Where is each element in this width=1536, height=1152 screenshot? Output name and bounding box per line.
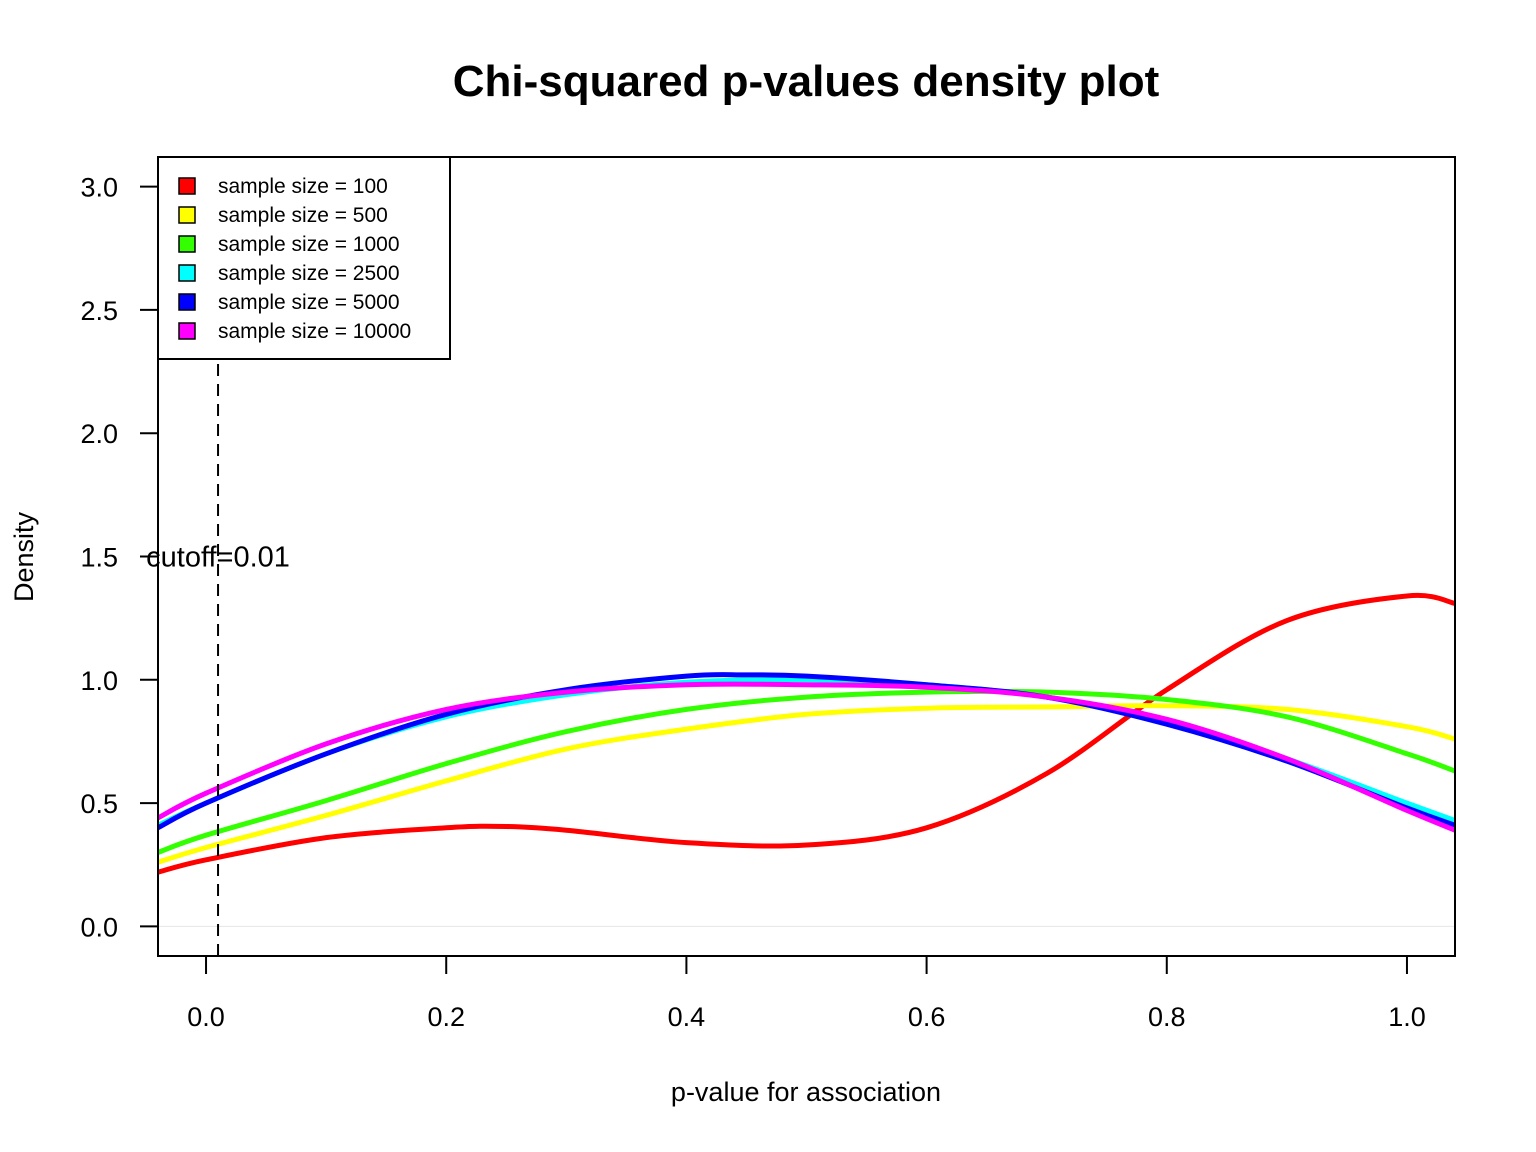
legend-label: sample size = 100 (218, 175, 388, 198)
x-tick-label: 0.4 (668, 1002, 706, 1032)
x-tick-label: 0.0 (187, 1002, 225, 1032)
series-line-2 (157, 703, 1456, 865)
x-tick-label: 0.8 (1148, 1002, 1186, 1032)
legend-swatch (178, 177, 196, 195)
series-layer (156, 592, 1456, 875)
y-tick-label: 2.0 (80, 419, 118, 449)
legend-swatch (178, 322, 196, 340)
legend-box (157, 156, 451, 360)
chart-title: Chi-squared p-values density plot (453, 57, 1160, 106)
x-tick-label: 0.2 (427, 1002, 465, 1032)
legend-swatch (178, 293, 196, 311)
y-axis-label: Density (9, 511, 39, 602)
y-tick-label: 3.0 (80, 173, 118, 203)
legend-label: sample size = 10000 (218, 320, 411, 343)
x-axis-label: p-value for association (671, 1077, 941, 1107)
x-tick-label: 1.0 (1388, 1002, 1426, 1032)
y-tick-label: 1.0 (80, 666, 118, 696)
y-tick-label: 0.5 (80, 789, 118, 819)
series-line-1 (157, 592, 1456, 875)
series-line-5 (156, 672, 1456, 831)
series-line-6 (156, 681, 1456, 833)
legend-label: sample size = 5000 (218, 291, 400, 314)
y-tick-label: 0.0 (80, 912, 118, 942)
y-axis: 0.0 0.5 1.0 1.5 2.0 2.5 3.0 (80, 173, 159, 942)
cutoff-label: cutoff=0.01 (146, 542, 290, 574)
legend: sample size = 100 sample size = 500 sample… (157, 156, 451, 360)
legend-label: sample size = 1000 (218, 233, 400, 256)
series-line-3 (157, 688, 1456, 855)
legend-swatch (178, 235, 196, 253)
x-tick-label: 0.6 (908, 1002, 946, 1032)
legend-swatch (178, 206, 196, 224)
legend-swatch (178, 264, 196, 282)
legend-label: sample size = 2500 (218, 262, 400, 285)
plot-frame (157, 156, 1456, 957)
y-tick-label: 1.5 (80, 543, 118, 573)
legend-label: sample size = 500 (218, 204, 388, 227)
y-tick-label: 2.5 (80, 296, 118, 326)
